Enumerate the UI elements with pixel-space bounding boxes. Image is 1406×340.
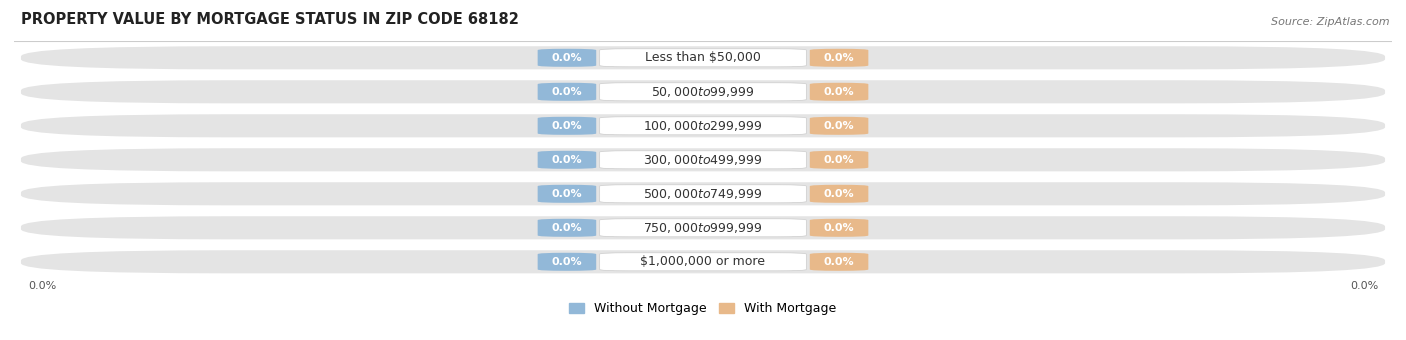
FancyBboxPatch shape [599, 117, 807, 135]
Text: 0.0%: 0.0% [551, 189, 582, 199]
Text: $500,000 to $749,999: $500,000 to $749,999 [644, 187, 762, 201]
FancyBboxPatch shape [599, 185, 807, 203]
Text: $300,000 to $499,999: $300,000 to $499,999 [644, 153, 762, 167]
Text: Less than $50,000: Less than $50,000 [645, 51, 761, 64]
FancyBboxPatch shape [810, 185, 869, 203]
Text: Source: ZipAtlas.com: Source: ZipAtlas.com [1271, 17, 1389, 27]
FancyBboxPatch shape [21, 250, 1385, 273]
Text: 0.0%: 0.0% [551, 53, 582, 63]
Text: 0.0%: 0.0% [551, 87, 582, 97]
FancyBboxPatch shape [21, 80, 1385, 103]
FancyBboxPatch shape [599, 151, 807, 169]
Legend: Without Mortgage, With Mortgage: Without Mortgage, With Mortgage [569, 302, 837, 316]
Text: $100,000 to $299,999: $100,000 to $299,999 [644, 119, 762, 133]
Text: 0.0%: 0.0% [824, 121, 855, 131]
Text: 0.0%: 0.0% [551, 223, 582, 233]
Text: 0.0%: 0.0% [1350, 281, 1378, 291]
FancyBboxPatch shape [599, 83, 807, 101]
FancyBboxPatch shape [21, 182, 1385, 205]
FancyBboxPatch shape [810, 151, 869, 169]
FancyBboxPatch shape [21, 148, 1385, 171]
FancyBboxPatch shape [537, 49, 596, 67]
Text: 0.0%: 0.0% [551, 257, 582, 267]
FancyBboxPatch shape [537, 117, 596, 135]
Text: 0.0%: 0.0% [824, 189, 855, 199]
FancyBboxPatch shape [599, 49, 807, 67]
FancyBboxPatch shape [21, 216, 1385, 239]
FancyBboxPatch shape [810, 83, 869, 101]
FancyBboxPatch shape [537, 219, 596, 237]
FancyBboxPatch shape [537, 185, 596, 203]
FancyBboxPatch shape [21, 114, 1385, 137]
FancyBboxPatch shape [810, 49, 869, 67]
Text: $50,000 to $99,999: $50,000 to $99,999 [651, 85, 755, 99]
Text: $750,000 to $999,999: $750,000 to $999,999 [644, 221, 762, 235]
Text: 0.0%: 0.0% [28, 281, 56, 291]
Text: 0.0%: 0.0% [824, 53, 855, 63]
FancyBboxPatch shape [599, 219, 807, 237]
Text: 0.0%: 0.0% [551, 121, 582, 131]
FancyBboxPatch shape [599, 253, 807, 271]
Text: 0.0%: 0.0% [824, 87, 855, 97]
FancyBboxPatch shape [537, 83, 596, 101]
FancyBboxPatch shape [537, 253, 596, 271]
Text: 0.0%: 0.0% [824, 223, 855, 233]
FancyBboxPatch shape [810, 253, 869, 271]
Text: 0.0%: 0.0% [824, 155, 855, 165]
Text: 0.0%: 0.0% [824, 257, 855, 267]
FancyBboxPatch shape [21, 46, 1385, 69]
FancyBboxPatch shape [810, 219, 869, 237]
FancyBboxPatch shape [810, 117, 869, 135]
FancyBboxPatch shape [537, 151, 596, 169]
Text: PROPERTY VALUE BY MORTGAGE STATUS IN ZIP CODE 68182: PROPERTY VALUE BY MORTGAGE STATUS IN ZIP… [21, 12, 519, 27]
Text: $1,000,000 or more: $1,000,000 or more [641, 255, 765, 268]
Text: 0.0%: 0.0% [551, 155, 582, 165]
